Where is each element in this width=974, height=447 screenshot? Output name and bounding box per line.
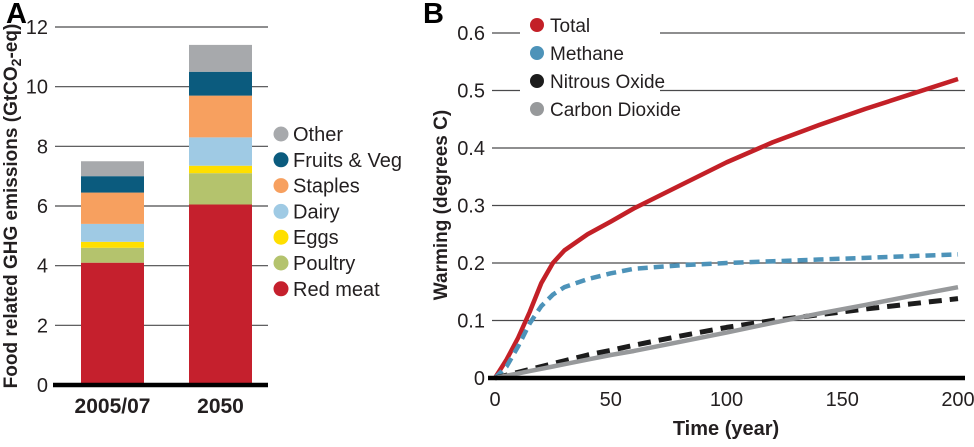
y-tick-label-4: 4 [37,256,48,278]
panel-a-emissions: A 0 2 4 6 8 10 12 2005/07 2050 Food related GHG e… [0,0,420,447]
y-tick-label-10: 10 [26,77,48,99]
bar-segment-2005-07-poultry [81,247,144,263]
x-category-label-2050: 2050 [197,395,244,418]
y-tick-label-0.6: 0.6 [457,23,485,45]
y-tick-label-0.3: 0.3 [457,196,485,218]
legend-dot-methane [530,46,544,60]
panel-b-label: B [423,0,444,30]
y-tick-label-2: 2 [37,315,48,337]
legend-dot-poultry [273,255,289,271]
bar-segment-2050-other [189,44,252,72]
bar-segment-2005-07-red-meat [81,262,144,385]
legend-background [520,12,660,124]
bar-segment-2050-dairy [189,137,252,166]
y-tick-label-8: 8 [37,136,48,158]
legend-label-red-meat: Red meat [293,279,380,301]
bar-segment-2005-07-other [81,161,144,177]
legend-dot-other [273,126,289,142]
x-tick-label-200: 200 [941,389,974,411]
legend-label-other: Other [293,124,343,146]
y-tick-label-0.4: 0.4 [457,138,485,160]
legend-label-total: Total [550,16,590,37]
bar-segment-2050-eggs [189,165,252,174]
y-tick-label-0.5: 0.5 [457,81,485,103]
legend-dot-nitrous-oxide [530,74,544,88]
line-methane [493,252,959,380]
legend-label-fruits-veg: Fruits & Veg [293,150,402,172]
bar-segment-2050-fruits-veg [189,71,252,96]
legend-label-eggs: Eggs [293,227,339,249]
bar-segment-2050-staples [189,95,252,138]
legend-label-methane: Methane [550,44,624,65]
y-axis-title: Warming (degrees C) [431,110,452,300]
legend-label-staples: Staples [293,176,360,198]
legend-dot-eggs [273,229,289,245]
legend-dot-fruits-veg [273,152,289,168]
x-category-label-2005-07: 2005/07 [75,395,151,418]
y-tick-label-6: 6 [37,196,48,218]
x-axis-title: Time (year) [673,418,779,440]
bar-segment-2005-07-fruits-veg [81,176,144,193]
panel-b-warming: B 0 0.1 0.2 0.3 0.4 0.5 0.6 0 50 100 150 200 Total Me… [420,0,974,447]
bar-segment-2005-07-dairy [81,223,144,242]
legend-dot-carbon-dioxide [530,102,544,116]
panel-a-label: A [6,0,27,30]
y-tick-label-12: 12 [26,17,48,39]
legend-label-nitrous-oxide: Nitrous Oxide [550,72,665,93]
legend-label-poultry: Poultry [293,253,355,275]
y-tick-label-0: 0 [474,368,485,390]
bar-segment-2050-red-meat [189,204,252,385]
x-tick-label-50: 50 [600,389,622,411]
bar-segment-2005-07-staples [81,192,144,224]
legend-label-dairy: Dairy [293,201,340,223]
line-chart: 0 0.1 0.2 0.3 0.4 0.5 0.6 0 50 100 150 200 Total Meth… [431,12,974,440]
legend-dot-staples [273,178,289,194]
stacked-bar-chart: 0 2 4 6 8 10 12 2005/07 2050 Food related GHG emi… [1,17,402,418]
y-tick-label-0.2: 0.2 [457,253,485,275]
x-tick-label-150: 150 [826,389,859,411]
x-tick-label-100: 100 [710,389,743,411]
bar-segment-2050-poultry [189,173,252,205]
y-axis-title: Food related GHG emissions (GtCO2-eq) [1,24,24,389]
y-tick-label-0: 0 [37,375,48,397]
legend-dot-red-meat [273,281,289,297]
legend-dot-total [530,18,544,32]
legend-label-carbon-dioxide: Carbon Dioxide [550,100,681,121]
line-total [493,76,959,380]
bar-segment-2005-07-eggs [81,241,144,248]
line-carbon-dioxide [494,284,959,381]
y-tick-label-0.1: 0.1 [457,311,485,333]
x-tick-label-0: 0 [489,389,500,411]
legend-dot-dairy [273,203,289,219]
